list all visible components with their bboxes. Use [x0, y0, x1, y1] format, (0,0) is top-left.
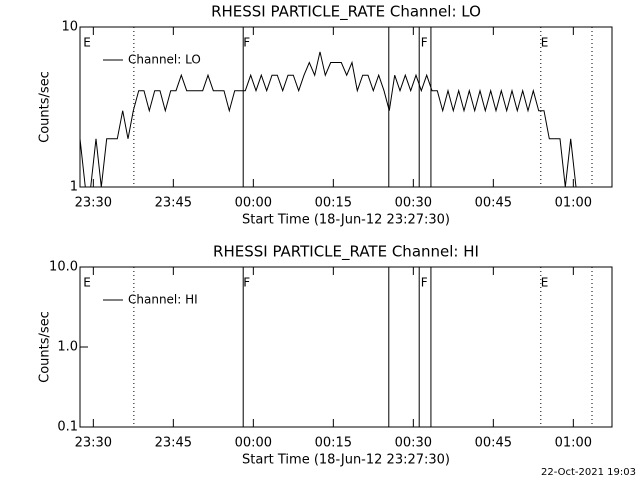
data-line: [79, 51, 577, 188]
x-tick-label: 00:15: [315, 436, 352, 451]
x-tick-label: 00:15: [315, 196, 352, 211]
x-tick-label: 23:30: [75, 196, 112, 211]
chart-title: RHESSI PARTICLE_RATE Channel: LO: [211, 3, 481, 22]
event-flag: E: [83, 276, 91, 290]
event-flag: E: [83, 36, 91, 50]
y-tick-label: 1.0: [57, 340, 78, 355]
x-tick-label: 00:45: [475, 436, 512, 451]
y-axis-title: Counts/sec: [38, 71, 53, 143]
x-axis-title: Start Time (18-Jun-12 23:27:30): [242, 453, 450, 468]
x-tick-label: 01:00: [555, 436, 592, 451]
legend-label: Channel: LO: [128, 53, 201, 67]
x-tick-label: 00:30: [395, 196, 432, 211]
x-tick-label: 23:30: [75, 436, 112, 451]
event-flag: F: [421, 276, 428, 290]
y-tick-label: 10: [61, 20, 78, 35]
x-axis-title: Start Time (18-Jun-12 23:27:30): [242, 213, 450, 228]
event-flag: F: [243, 36, 250, 50]
x-tick-label: 23:45: [155, 436, 192, 451]
footer: 22-Oct-2021 19:03: [541, 467, 636, 478]
event-flag: E: [541, 276, 549, 290]
plot-frame: [79, 26, 613, 188]
x-tick-label: 00:00: [235, 196, 272, 211]
y-tick-label: 0.1: [57, 420, 78, 435]
event-flag: F: [243, 276, 250, 290]
y-axis-title: Counts/sec: [38, 311, 53, 383]
y-tick-label: 1: [70, 180, 78, 195]
event-flag: E: [541, 36, 549, 50]
chart-title: RHESSI PARTICLE_RATE Channel: HI: [213, 243, 479, 262]
x-tick-label: 00:00: [235, 436, 272, 451]
x-tick-label: 00:45: [475, 196, 512, 211]
x-tick-label: 01:00: [555, 196, 592, 211]
event-flag: F: [421, 36, 428, 50]
legend-label: Channel: HI: [128, 293, 198, 307]
x-tick-label: 23:45: [155, 196, 192, 211]
x-tick-label: 00:30: [395, 436, 432, 451]
y-tick-label: 10.0: [49, 260, 78, 275]
